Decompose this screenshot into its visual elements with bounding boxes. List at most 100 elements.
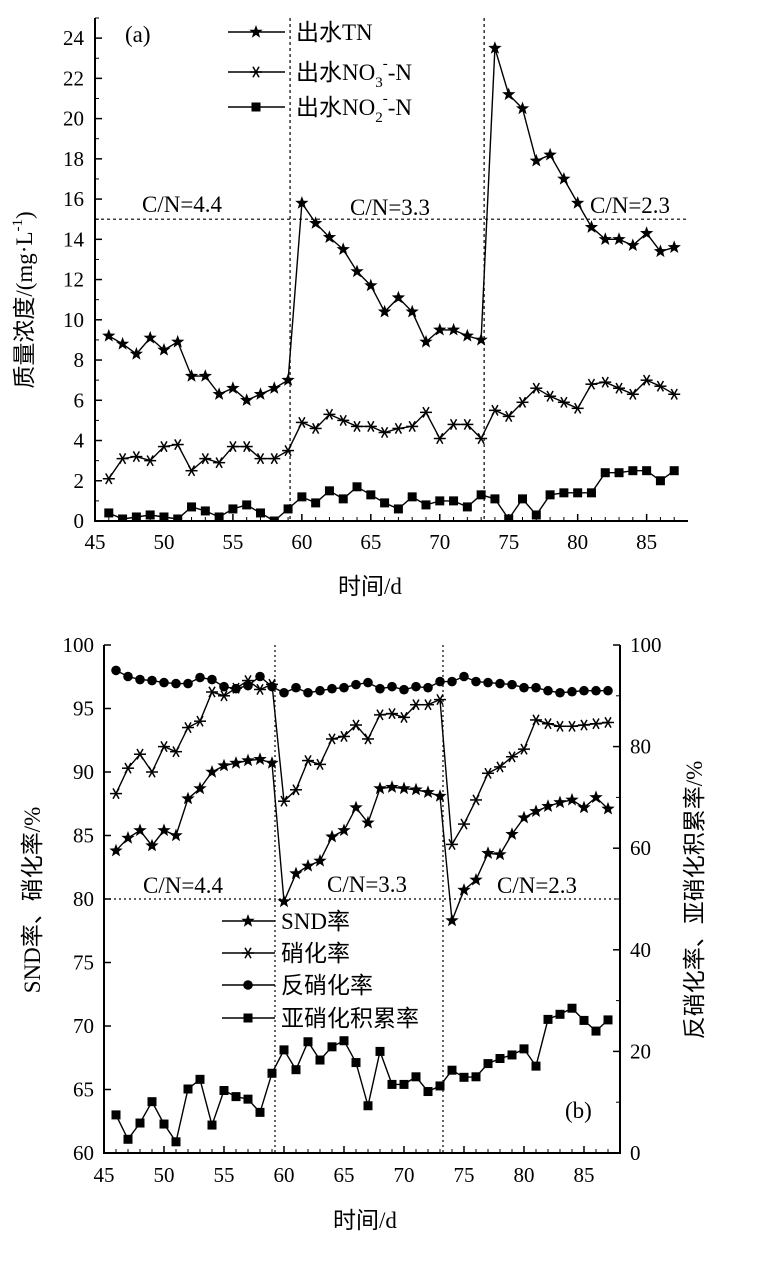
chart-b-series-0-point [193,781,207,795]
chart-a-series-1-point [309,422,322,435]
chart-b-series-1-point [278,795,290,807]
chart-a-x-tick-label: 85 [636,530,657,554]
chart-b-series-3-point [279,1045,289,1055]
chart-a-series-1-point [240,440,253,453]
chart-b-series-0-point [493,847,507,861]
chart-b-series-3-point [519,1044,529,1054]
chart-b-series-2-point [519,682,529,693]
chart-b-series-1-point [590,718,602,730]
chart-a-series-2-point [531,510,541,520]
chart-b-series-3-point [423,1087,433,1097]
chart-b-series-0-point [157,823,171,837]
chart-a-series-2-point [490,494,500,504]
chart-a-series-0-point [157,343,171,356]
chart-a-y-title: 质量浓度/(mg·L-1) [10,211,37,388]
chart-b: 45 50 55 60 65 70 75 80 85 60 65 70 75 80 85 90 95 100 0… [20,633,707,1233]
chart-a-x-ticks: 45 50 55 60 65 70 75 80 85 [85,514,675,554]
legend-a-item-tn: 出水TN [228,20,373,45]
legend-b-nitr-label: 硝化率 [281,941,350,966]
chart-b-series-3-point [327,1042,337,1052]
chart-a-series-2-point [311,498,321,508]
chart-a-series-0-point [171,334,185,348]
chart-a-series-0-point [488,41,502,54]
chart-a-y-title-main: 质量浓度/(mg·L [12,232,37,389]
chart-a-series-0-point [419,334,433,348]
chart-b-series-2-point [255,671,265,682]
chart-a-series-2-point [214,512,224,521]
chart-a-series-1-point [392,422,405,435]
chart-b-series-0-point [337,823,351,837]
chart-b-series-2-point [279,687,289,698]
chart-b-series-0-point [565,792,579,806]
chart-a-annot-cn1: C/N=4.4 [142,192,223,217]
chart-a-series-0-point [653,244,668,258]
chart-a-y-tick-label: 2 [74,469,85,493]
chart-b-legend: SND率 硝化率 反硝化率 亚硝化积累率 [222,909,419,1031]
chart-a-series-1-point [364,420,377,433]
chart-a-series-0-point [391,290,406,304]
chart-b-series-3-point [123,1134,133,1144]
chart-b-series-1-point [530,714,542,726]
chart-a-series-1-point [654,380,667,392]
chart-b-series-0-point [421,785,435,798]
chart-b-series-0-point [385,780,399,793]
chart-b-series-3-point [171,1137,181,1147]
chart-b-series-3-point [159,1119,169,1129]
chart-b-series-1-point [182,721,194,734]
chart-a-series-2-point [407,492,417,502]
chart-a-legend: 出水TN 出水NO3--N 出水NO2--N [228,20,412,126]
chart-a-series-1-point [599,376,612,388]
legend-b-item-nitr: 硝化率 [222,941,350,966]
chart-a-series-2-point [324,486,334,496]
chart-b-x-tick-label: 80 [514,1163,535,1187]
chart-a-series-1-point [585,378,598,390]
chart-a-series-2-point [628,466,638,476]
chart-b-series-0-point [457,883,471,896]
chart-b-y2-ticks: 0 20 40 60 80 100 [613,633,662,1165]
chart-a-series-1 [102,374,681,485]
chart-b-series-3-point [495,1054,505,1064]
chart-b-series-3-point [243,1094,253,1104]
chart-b-series-3-point [375,1046,385,1056]
chart-a-frame [94,18,688,522]
chart-b-series-2-point [483,677,493,688]
chart-b-series-2-point [423,682,433,693]
chart-a-x-tick-label: 65 [360,530,381,554]
chart-b-series-0-point [481,846,495,859]
chart-b-series-3-point [387,1079,397,1089]
chart-a-series-2-point [380,498,390,508]
chart-b-series-0 [109,752,615,927]
chart-b-series-0-point [325,829,339,843]
chart-b-series-3-point [531,1061,541,1071]
legend-a-marker [250,66,262,78]
chart-a-series-0-point [267,381,281,394]
chart-a-series-1-point [295,416,308,428]
chart-a-series-2-point [297,492,307,502]
chart-a-series-0-point [612,232,626,245]
chart-b-series-1-point [518,743,530,755]
chart-b-annot-cn2: C/N=3.3 [327,872,407,897]
chart-a-series-2-point [545,490,555,500]
chart-b-series-1-point [218,690,230,702]
legend-b-nitrite-label: 亚硝化积累率 [281,1006,419,1031]
chart-b-series-3-point [603,1015,613,1025]
chart-b-series-0-point [313,853,327,867]
chart-b-series-3-point [411,1072,421,1082]
chart-b-series-1-point [158,741,170,753]
chart-a-series-1-point [351,420,364,433]
chart-b-series-2-point [315,685,325,696]
chart-b-series-0-point [373,781,387,795]
chart-b-series-2-point [459,671,469,682]
chart-b-series-1-point [122,762,134,774]
chart-b-y-tick-label: 95 [73,697,94,721]
chart-b-x-tick-label: 75 [454,1163,475,1187]
chart-b-series-0-point [541,799,555,812]
chart-b-series-2-point [171,678,181,689]
chart-a-series-1-point [668,388,681,400]
chart-b-series-0-point [409,782,423,796]
chart-a-x-tick-label: 75 [498,530,519,554]
chart-a-series-2-point [255,508,265,518]
chart-a-x-title: 时间/d [338,574,402,599]
chart-a-series-2-point [421,500,431,510]
